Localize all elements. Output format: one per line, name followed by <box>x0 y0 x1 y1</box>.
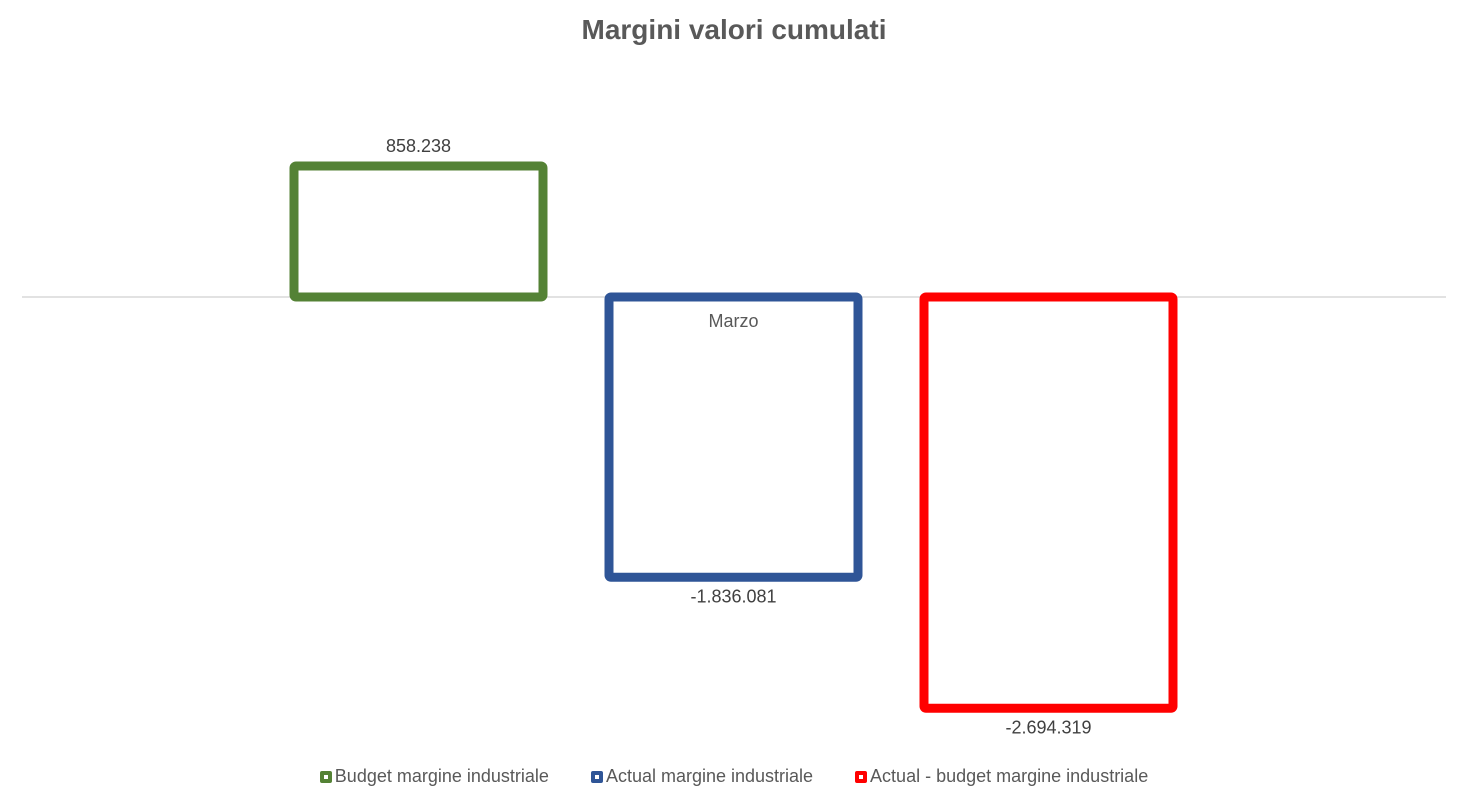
legend-swatch-actual <box>590 770 603 783</box>
data-label-actual: -1.836.081 <box>690 586 776 606</box>
bar-difference[interactable] <box>919 292 1178 713</box>
data-label-difference: -2.694.319 <box>1005 717 1091 737</box>
data-label-budget: 858.238 <box>386 136 451 156</box>
legend-swatch-difference <box>855 770 868 783</box>
legend-item-difference[interactable]: Actual - budget margine industriale <box>855 766 1148 787</box>
legend-label-difference: Actual - budget margine industriale <box>870 766 1149 786</box>
legend-swatch-budget <box>319 770 332 783</box>
bar-actual[interactable] <box>604 292 863 582</box>
plot-area: 858.238 -1.836.081 -2.694.319 Marzo <box>22 136 1446 737</box>
legend-item-actual[interactable]: Actual margine industriale <box>590 766 814 787</box>
legend-item-budget[interactable]: Budget margine industriale <box>319 766 549 787</box>
bar-budget[interactable] <box>289 161 548 302</box>
legend: Budget margine industriale Actual margin… <box>0 766 1468 787</box>
legend-label-budget: Budget margine industriale <box>334 766 549 786</box>
chart-title: Margini valori cumulati <box>581 14 887 45</box>
category-label: Marzo <box>708 311 758 331</box>
legend-label-actual: Actual margine industriale <box>605 766 814 786</box>
